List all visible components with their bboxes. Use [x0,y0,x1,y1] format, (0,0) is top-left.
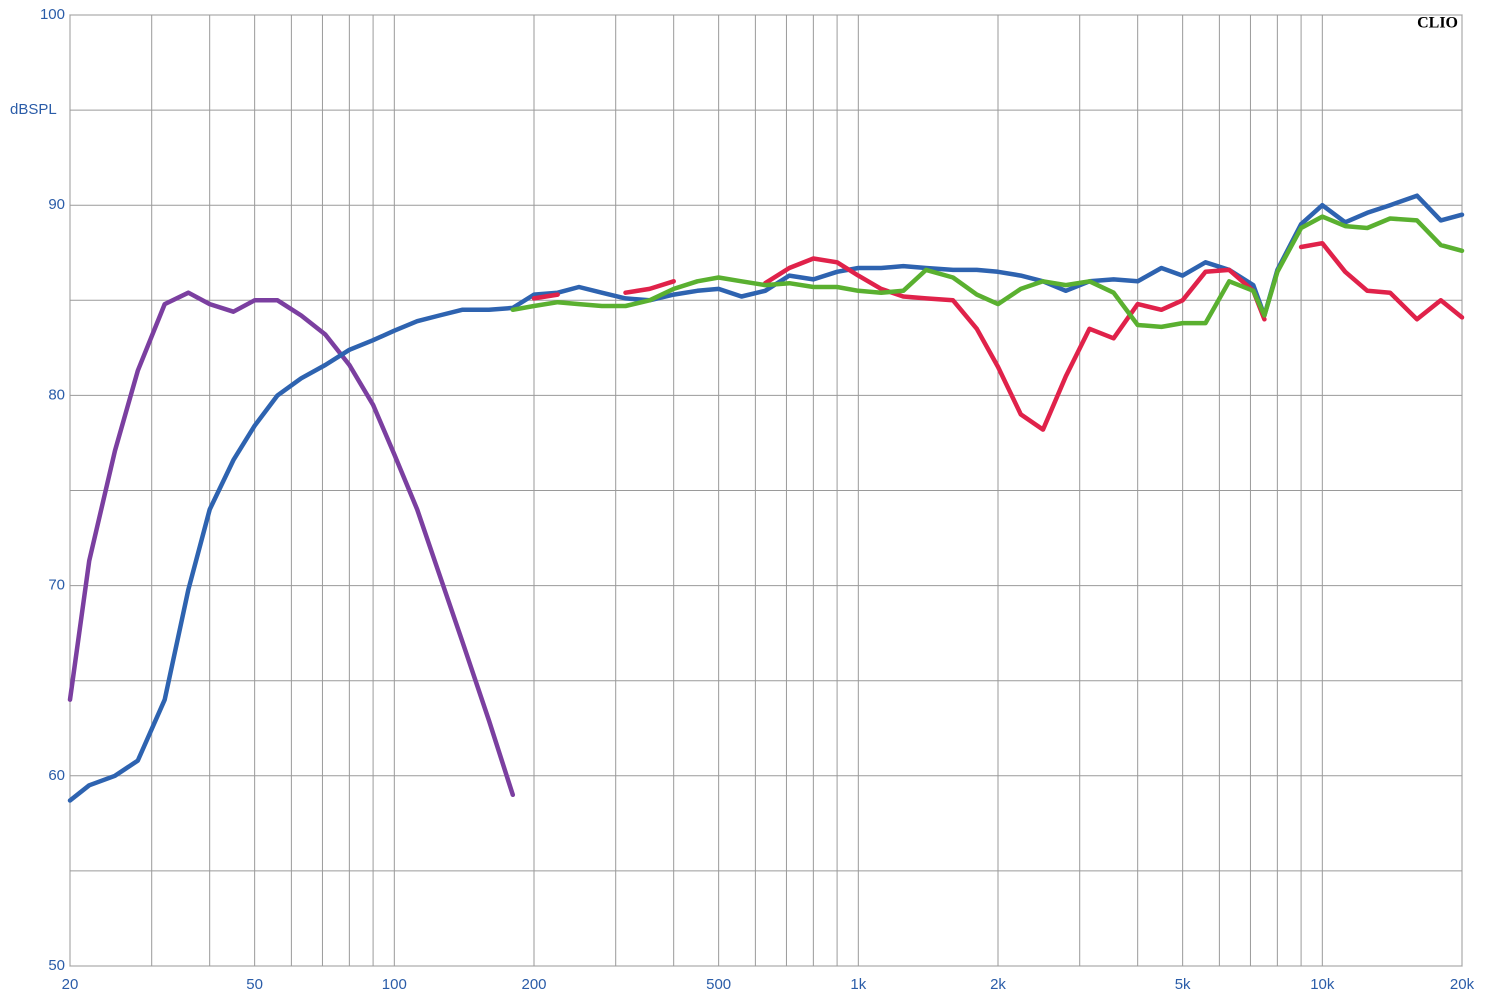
y-tick-label: 60 [48,767,65,784]
x-tick-label: 50 [246,976,263,993]
x-tick-label: 500 [706,976,731,993]
y-axis-label: dBSPL [10,101,57,118]
brand: CLIO [1417,15,1458,32]
x-tick-label: 5k [1175,976,1191,993]
y-tick-label: 50 [48,957,65,974]
y-tick-label: 70 [48,577,65,594]
x-tick-label: 20k [1450,976,1475,993]
x-tick-label: 10k [1310,976,1335,993]
y-tick-label: 90 [48,196,65,213]
response-curve [510,214,1465,330]
response-curve [531,240,1465,432]
y-tick-label: 80 [48,386,65,403]
x-tick-label: 2k [990,976,1006,993]
x-tick-label: 20 [62,976,79,993]
x-tick-label: 200 [521,976,546,993]
x-tick-label: 1k [850,976,866,993]
x-tick-label: 100 [382,976,407,993]
response-curve [67,290,516,798]
y-tick-label: 100 [40,6,65,23]
